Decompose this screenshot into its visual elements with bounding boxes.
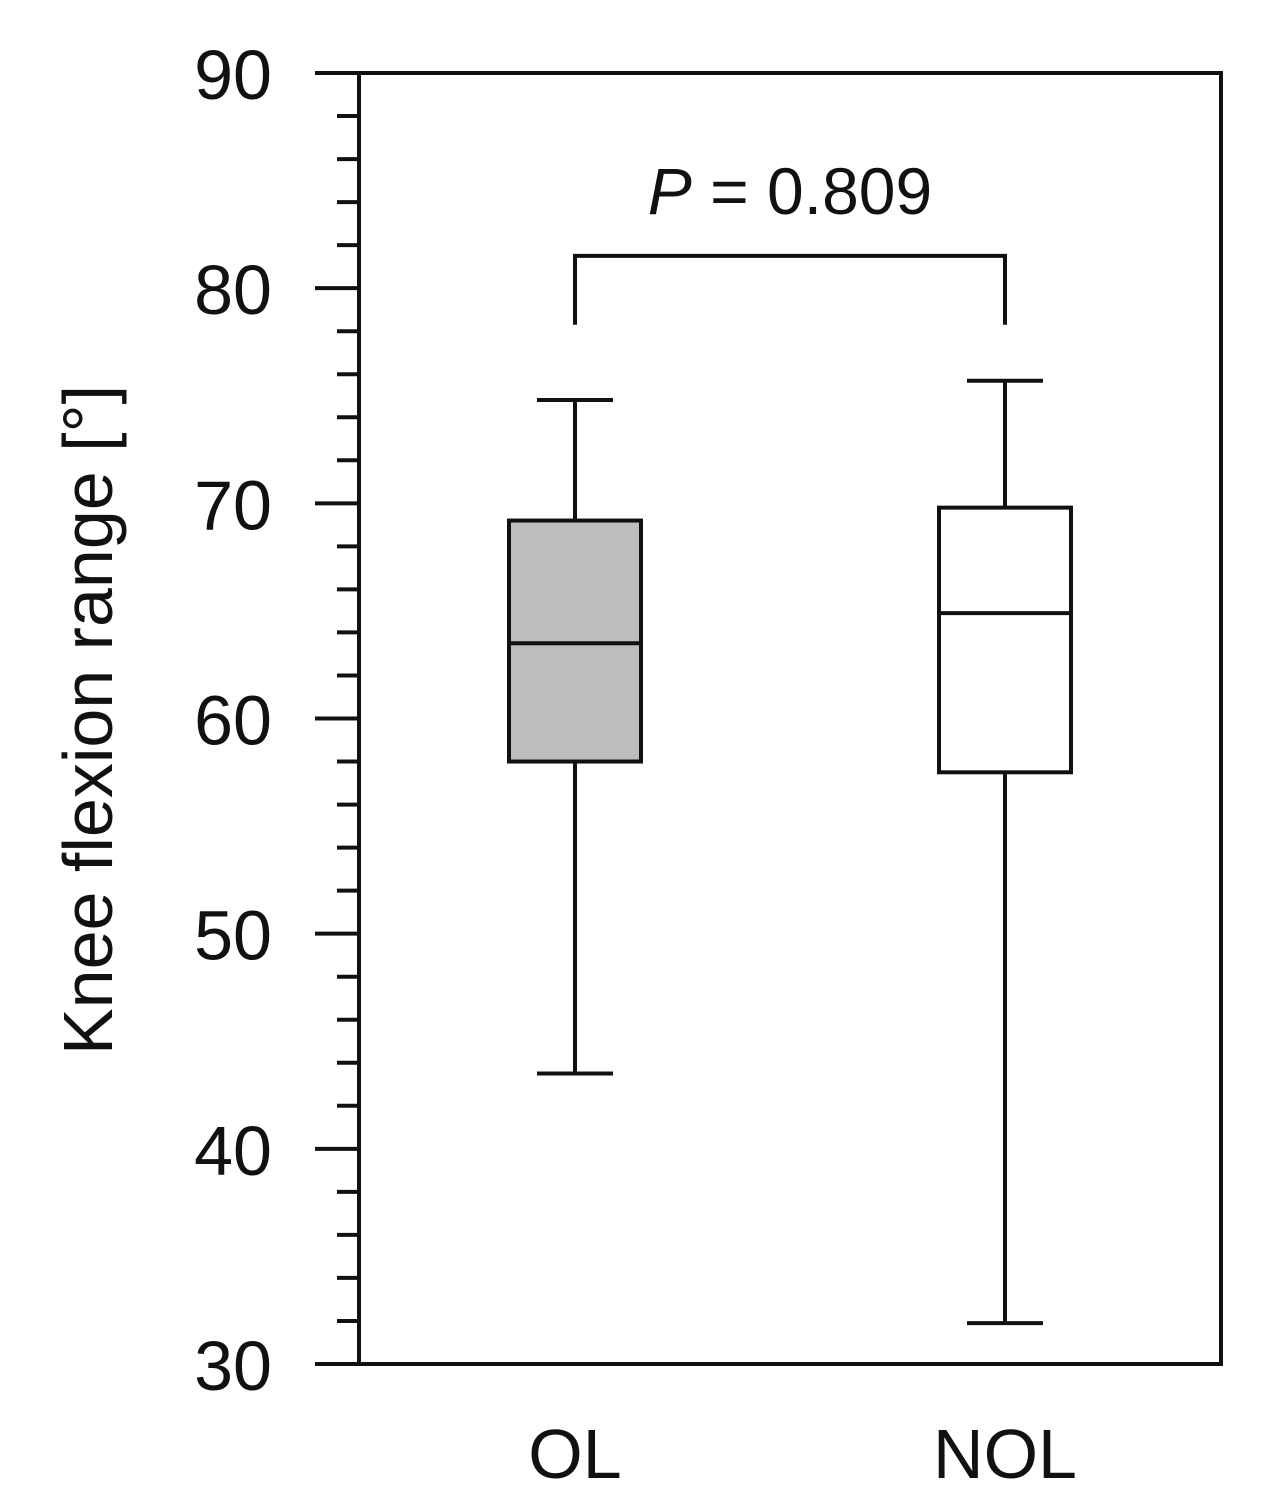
boxes — [507, 378, 1073, 1326]
y-minor-ticks — [337, 114, 359, 1323]
significance-bracket — [573, 253, 1007, 325]
iqr-box — [937, 505, 1073, 775]
y-axis-label: Knee flexion range [°] — [49, 385, 127, 1055]
x-tick-labels: OL NOL — [528, 1415, 1077, 1493]
significance-annotation: P = 0.809 — [573, 154, 1007, 325]
x-tick-label: OL — [528, 1415, 621, 1493]
y-tick-label: 30 — [194, 1327, 272, 1405]
y-tick-label: 70 — [194, 466, 272, 544]
y-tick-label: 80 — [194, 251, 272, 329]
p-value: = 0.809 — [692, 154, 932, 228]
y-tick-labels: 30 40 50 60 70 80 90 — [194, 36, 272, 1405]
p-symbol: P — [648, 154, 692, 228]
box-ol — [507, 398, 643, 1076]
iqr-box — [507, 518, 643, 764]
box-nol — [937, 378, 1073, 1326]
y-major-ticks — [315, 71, 359, 1366]
y-tick-label: 50 — [194, 897, 272, 975]
plot-frame — [357, 71, 1223, 1366]
y-tick-label: 40 — [194, 1112, 272, 1190]
y-tick-label: 90 — [194, 36, 272, 114]
x-tick-label: NOL — [933, 1415, 1077, 1493]
p-value-label: P = 0.809 — [648, 154, 932, 228]
y-tick-label: 60 — [194, 682, 272, 760]
